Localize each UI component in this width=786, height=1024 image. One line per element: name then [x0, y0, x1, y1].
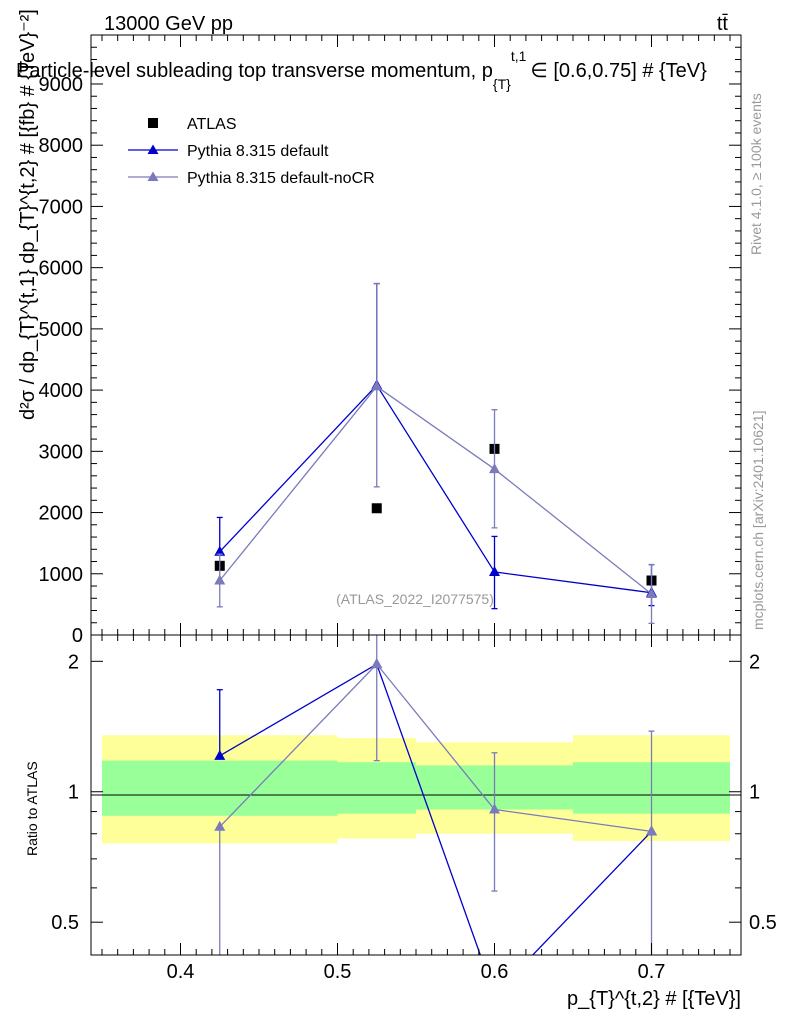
- main-axis-ticks: 0 1000 2000 3000 4000 5000 6000 7000 8000 9000: [39, 34, 741, 647]
- main-point: [489, 463, 501, 474]
- ratio-point: [214, 820, 226, 831]
- ratio-bands: [101, 735, 731, 844]
- legend-marker-default: [147, 144, 159, 154]
- main-title: Particle-level subleading top transverse…: [16, 48, 707, 92]
- main-point: [646, 587, 658, 598]
- x-tick-label: 0.4: [167, 961, 195, 983]
- ratio-y-tick-label: 1: [68, 782, 79, 804]
- ratio-y-axis-label: Ratio to ATLAS: [24, 761, 40, 856]
- legend-marker-nocr: [147, 171, 159, 181]
- ratio-point: [371, 658, 383, 669]
- ratio-axis-ticks: 0.5 0.5 1 1 2 2 0.4 0.5 0.6 0.7: [51, 635, 777, 983]
- ratio-y-tick-label-right: 0.5: [749, 912, 777, 934]
- ratio-point: [489, 803, 501, 814]
- legend-label-default: Pythia 8.315 default: [187, 143, 329, 160]
- legend-label-atlas: ATLAS: [187, 116, 237, 133]
- header-left: 13000 GeV pp: [104, 13, 233, 35]
- ratio-series-line: [219, 663, 652, 833]
- legend-label-nocr: Pythia 8.315 default-noCR: [187, 170, 375, 187]
- ratio-y-tick-label-right: 1: [749, 782, 760, 804]
- main-y-tick-label: 7000: [39, 196, 84, 218]
- main-y-tick-label: 0: [72, 625, 83, 647]
- main-y-axis-label: d²σ / dp_{T}^{t,1} dp_{T}^{t,2} # [{fb} …: [17, 9, 39, 420]
- main-series-line: [219, 384, 652, 594]
- ratio-series-group: [214, 635, 658, 955]
- legend: ATLAS Pythia 8.315 default Pythia 8.315 …: [128, 116, 375, 187]
- main-data-point: [371, 503, 382, 514]
- ratio-point: [214, 749, 226, 760]
- x-tick-label: 0.5: [324, 961, 352, 983]
- ratio-series-line: [219, 663, 652, 955]
- legend-marker-atlas: [148, 118, 158, 128]
- main-y-tick-label: 5000: [39, 319, 84, 341]
- ratio-point: [646, 825, 658, 836]
- main-point: [371, 380, 383, 391]
- x-tick-label: 0.7: [638, 961, 666, 983]
- ratio-y-tick-label: 0.5: [51, 912, 79, 934]
- main-y-tick-label: 3000: [39, 441, 84, 463]
- ratio-y-tick-label: 2: [68, 651, 79, 673]
- main-y-tick-label: 4000: [39, 380, 84, 402]
- mcplots-watermark: mcplots.cern.ch [arXiv:2401.10621]: [750, 411, 766, 630]
- main-point: [489, 565, 501, 576]
- main-y-tick-label: 1000: [39, 564, 84, 586]
- header-right: tt̄: [717, 13, 729, 35]
- main-series-line: [219, 385, 652, 595]
- analysis-id: (ATLAS_2022_I2077575): [336, 591, 494, 607]
- ratio-y-tick-label-right: 2: [749, 651, 760, 673]
- main-y-tick-label: 2000: [39, 503, 84, 525]
- rivet-watermark: Rivet 4.1.0, ≥ 100k events: [748, 93, 764, 255]
- main-series-group: [214, 282, 658, 625]
- main-point: [214, 574, 226, 585]
- main-point: [214, 545, 226, 556]
- ratio-band-inner: [337, 762, 416, 814]
- main-y-tick-label: 8000: [39, 135, 84, 157]
- x-axis-label: p_{T}^{t,2} # [{TeV}]: [567, 988, 741, 1010]
- main-y-tick-label: 6000: [39, 258, 84, 280]
- main-y-tick-label: 9000: [39, 74, 84, 96]
- ratio-band-inner: [101, 760, 338, 816]
- x-tick-label: 0.6: [481, 961, 509, 983]
